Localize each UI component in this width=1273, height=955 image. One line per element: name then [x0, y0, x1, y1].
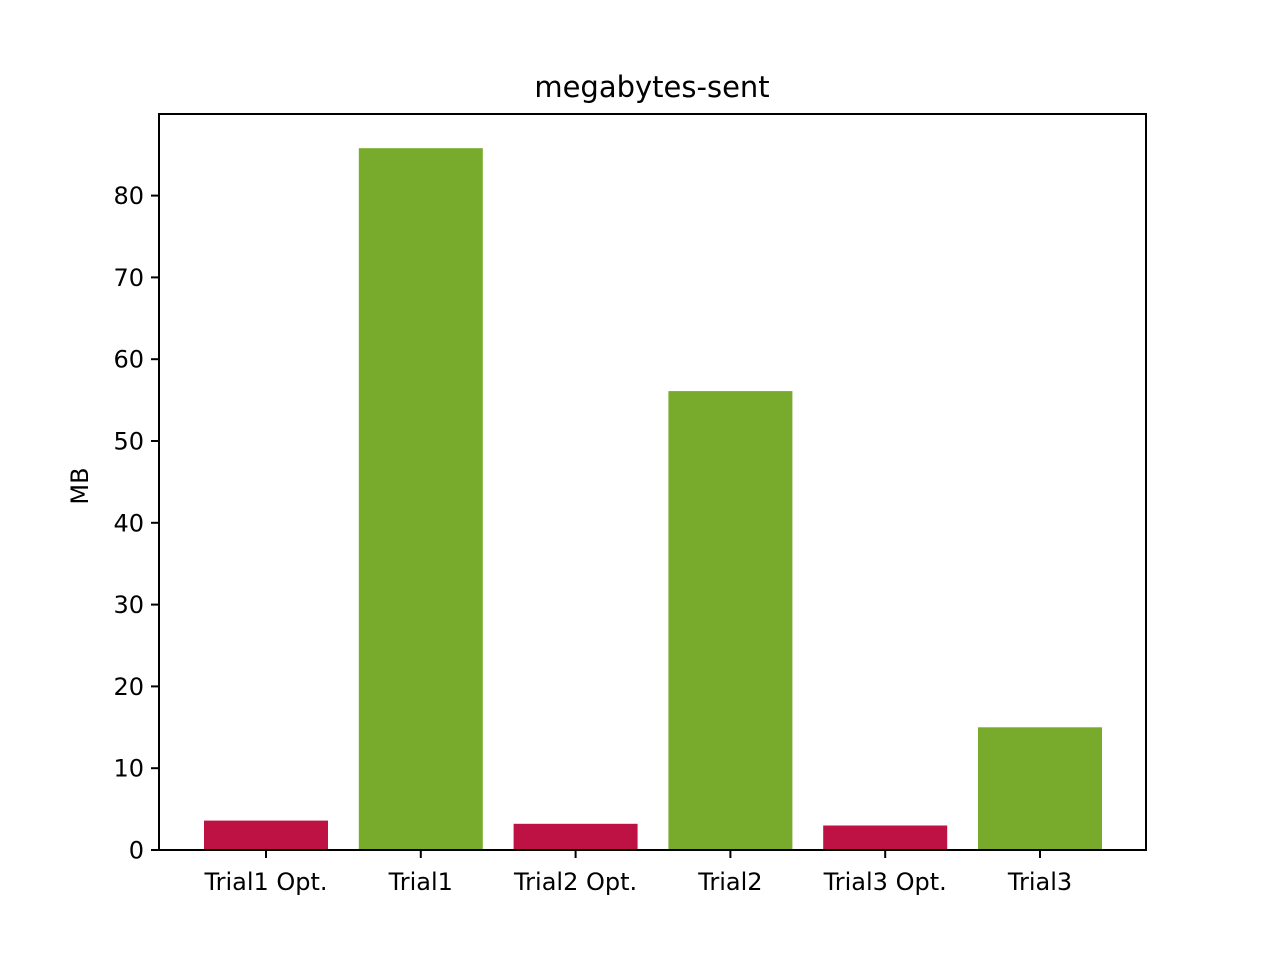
x-tick-label: Trial3 Opt. [823, 868, 947, 896]
chart-title: megabytes-sent [534, 70, 769, 104]
bar-trial3-opt [823, 825, 948, 850]
y-tick-label: 0 [129, 837, 144, 865]
x-tick-label: Trial1 Opt. [203, 868, 327, 896]
y-tick-label: 40 [113, 509, 144, 537]
bars-layer [204, 148, 1102, 850]
bar-trial3 [978, 727, 1102, 850]
x-tick-label: Trial2 [697, 868, 762, 896]
bar-trial1 [358, 148, 483, 850]
y-tick-label: 80 [113, 182, 144, 210]
x-tick-label: Trial1 [388, 868, 453, 896]
bar-trial2-opt [513, 823, 638, 850]
bar-trial1-opt [204, 820, 328, 850]
y-tick-label: 10 [113, 755, 144, 783]
x-tick-label: Trial2 Opt. [513, 868, 637, 896]
y-tick-label: 50 [113, 428, 144, 456]
y-tick-label: 60 [113, 346, 144, 374]
bar-trial2 [668, 391, 793, 850]
y-tick-label: 30 [113, 591, 144, 619]
y-axis-ticks: 0 10 20 30 40 50 60 70 80 [113, 182, 159, 865]
y-axis-label: MB [66, 467, 94, 504]
plot-frame [158, 113, 1147, 851]
x-axis-ticks: Trial1 Opt. Trial1 Trial2 Opt. Trial2 Trial3… [203, 850, 1072, 896]
y-tick-label: 70 [113, 264, 144, 292]
x-tick-label: Trial3 [1007, 868, 1072, 896]
y-tick-label: 20 [113, 673, 144, 701]
